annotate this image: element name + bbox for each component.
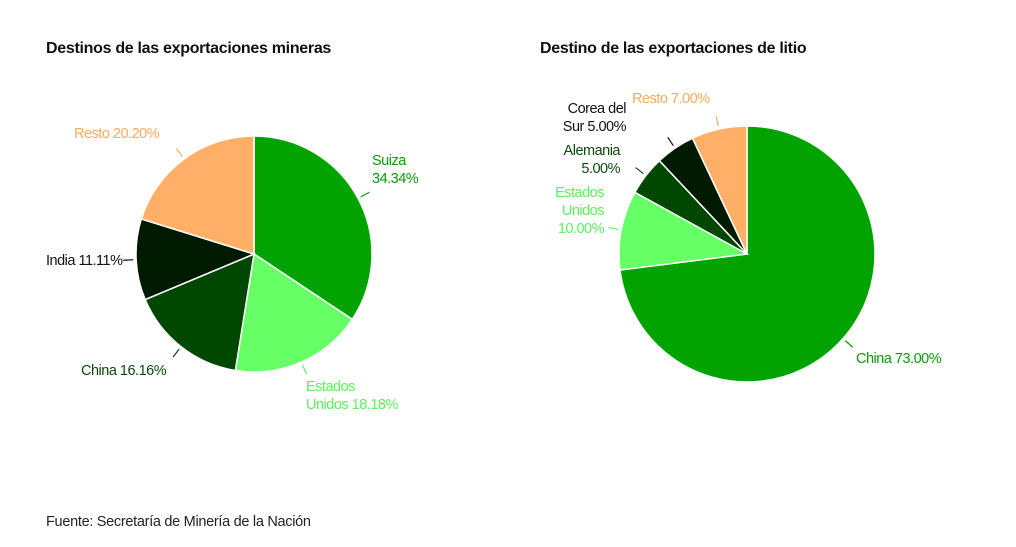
- leader-line: [635, 167, 644, 175]
- slice-resto: [140, 135, 255, 256]
- leader-line: [608, 226, 619, 231]
- leader-line: [175, 148, 183, 157]
- slice-india: [135, 218, 257, 301]
- label-suiza: Suiza 34.34%: [372, 153, 419, 187]
- slice-resto: [691, 125, 748, 255]
- chart-title-mineras: Destinos de las exportaciones mineras: [46, 40, 332, 57]
- leader-line: [715, 116, 720, 127]
- source-note: Fuente: Secretaría de Minería de la Naci…: [46, 514, 311, 530]
- chart-title-litio: Destino de las exportaciones de litio: [540, 40, 807, 57]
- leader-line: [172, 348, 180, 358]
- label-litio-corea: Corea del Sur 5.00%: [562, 101, 627, 135]
- leader-line: [301, 364, 308, 375]
- leader-line: [667, 137, 674, 146]
- label-china: China 16.16%: [81, 363, 167, 379]
- leader-line: [360, 191, 370, 198]
- slice-china: [144, 252, 255, 372]
- label-litio-alemania: Alemania 5.00%: [563, 143, 621, 177]
- label-litio-china: China 73.00%: [856, 351, 942, 367]
- label-estados-unidos: Estados Unidos 18.18%: [306, 379, 398, 413]
- label-litio-resto: Resto 7.00%: [632, 91, 710, 107]
- leader-line: [844, 340, 854, 348]
- slice-estados-unidos: [618, 191, 750, 271]
- label-resto: Resto 20.20%: [74, 126, 160, 142]
- label-litio-estados-unidos: Estados Unidos 10.00%: [555, 185, 604, 237]
- label-india: India 11.11%: [46, 253, 123, 269]
- slice-estados-unidos: [234, 252, 354, 373]
